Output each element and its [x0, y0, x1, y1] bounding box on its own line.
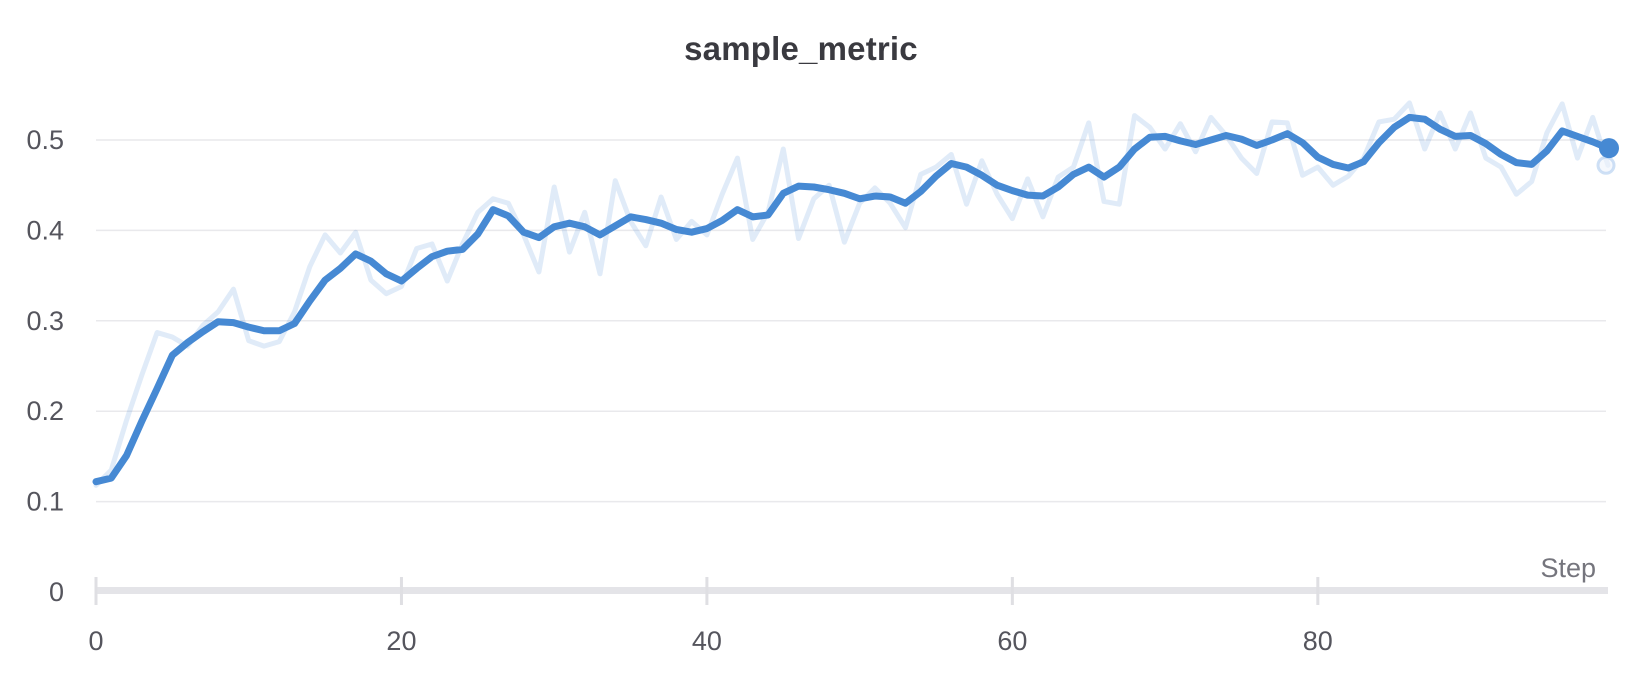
y-tick-label: 0.3 [26, 306, 64, 336]
x-tick-mark [1010, 577, 1014, 605]
x-tick-label: 0 [88, 626, 103, 656]
x-tick-mark [399, 577, 403, 605]
x-tick-label: 80 [1303, 626, 1333, 656]
x-tick-label: 20 [386, 626, 416, 656]
y-tick-label: 0.1 [26, 487, 64, 517]
smoothed-series-line[interactable] [92, 113, 1612, 486]
x-axis-bar [96, 587, 1608, 594]
original-series-line[interactable] [93, 100, 1611, 488]
y-tick-label: 0 [49, 577, 64, 607]
x-tick-mark [1316, 577, 1320, 605]
x-tick-mark [94, 577, 98, 605]
x-tick-mark [705, 577, 709, 605]
original-series-end-marker[interactable] [1596, 155, 1616, 175]
y-tick-label: 0.2 [26, 396, 64, 426]
x-axis-title: Step [1540, 553, 1596, 583]
smoothed-series-end-marker[interactable] [1599, 138, 1619, 159]
x-tick-label: 40 [692, 626, 722, 656]
y-tick-label: 0.4 [26, 215, 64, 245]
y-tick-label: 0.5 [26, 125, 64, 155]
x-tick-label: 60 [997, 626, 1027, 656]
chart-title: sample_metric [684, 30, 918, 67]
